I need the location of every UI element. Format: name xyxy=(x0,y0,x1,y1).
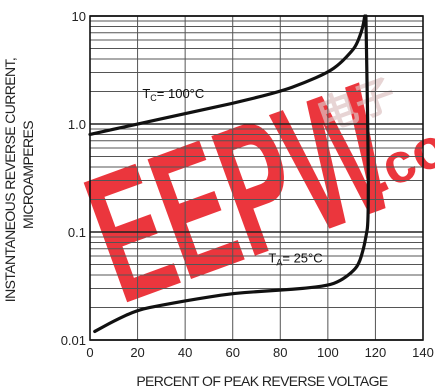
watermark: EEPW .co 电子 xyxy=(64,46,435,342)
x-tick-label: 100 xyxy=(317,345,339,360)
y-tick-label: 0.1 xyxy=(68,225,86,240)
y-tick-label: 1.0 xyxy=(68,117,86,132)
series-annotation-0: TC= 100°C xyxy=(142,86,204,103)
plot-area: TC= 100°C TA= 25°C 0 20 40 60 80 100 120 140 0.01 0… xyxy=(61,9,434,360)
y-tick-label: 10 xyxy=(72,9,86,24)
series-line-tc-100c xyxy=(88,14,367,137)
x-tick-label: 20 xyxy=(130,345,144,360)
x-tick-label: 120 xyxy=(365,345,387,360)
y-axis-label-line2: MICROAMPERES xyxy=(20,121,36,229)
x-tick-label: 0 xyxy=(86,345,93,360)
x-tick-label: 140 xyxy=(412,345,434,360)
y-axis-label-line1: INSTANTANEOUS REVERSE CURRENT, xyxy=(2,58,18,302)
plot-frame xyxy=(89,15,424,341)
x-tick-label: 40 xyxy=(178,345,192,360)
series-line-ta-25c xyxy=(93,14,370,334)
series-annotation-1: TA= 25°C xyxy=(268,251,322,268)
x-tick-label: 80 xyxy=(273,345,287,360)
x-axis-label: PERCENT OF PEAK REVERSE VOLTAGE xyxy=(136,373,388,389)
y-tick-label: 0.01 xyxy=(61,333,86,348)
x-tick-label: 60 xyxy=(225,345,239,360)
